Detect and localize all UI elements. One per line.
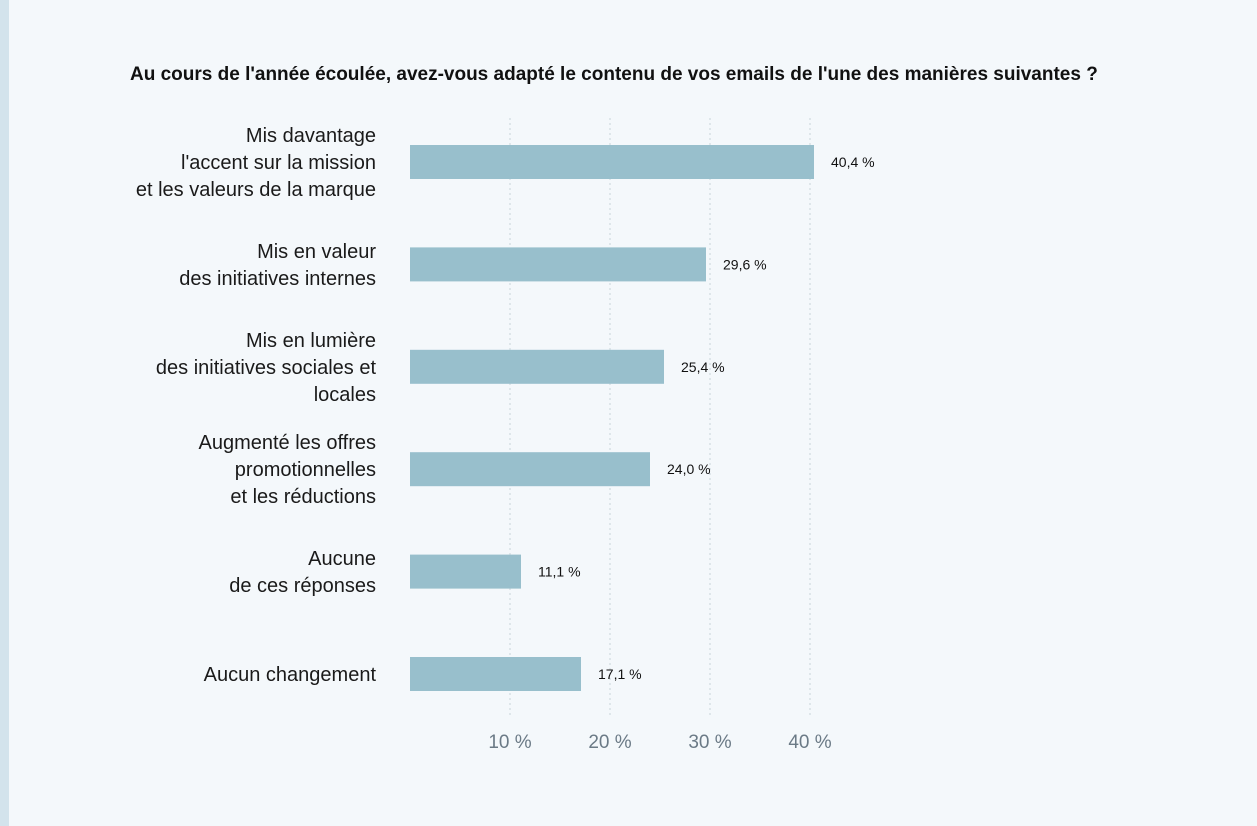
data-label: 25,4 % xyxy=(681,359,725,375)
x-tick-label: 20 % xyxy=(588,732,631,753)
category-label: Augmenté les offres promotionnelles et les… xyxy=(198,432,376,508)
bar xyxy=(410,554,521,589)
x-tick-label: 30 % xyxy=(688,732,731,753)
data-label: 24,0 % xyxy=(667,461,711,477)
left-accent-strip xyxy=(0,0,9,826)
bar xyxy=(410,145,814,179)
x-axis-ticks: 10 % 20 % 30 % 40 % xyxy=(488,732,831,753)
chart-title: Au cours de l'année écoulée, avez-vous a… xyxy=(130,64,1098,85)
category-labels: Mis davantage l'accent sur la mission et l… xyxy=(136,125,377,686)
category-label: Aucune de ces réponses xyxy=(229,548,376,597)
data-label: 11,1 % xyxy=(538,564,581,580)
x-tick-label: 40 % xyxy=(788,732,831,753)
x-tick-label: 10 % xyxy=(488,732,531,753)
category-label: Mis en valeur des initiatives internes xyxy=(179,241,376,290)
value-labels: 40,4 % 29,6 % 25,4 % 24,0 % 11,1 % 17,1 % xyxy=(538,154,875,682)
bar xyxy=(410,452,650,487)
data-label: 17,1 % xyxy=(598,666,642,682)
bar xyxy=(410,657,581,691)
bar xyxy=(410,247,706,282)
bars xyxy=(410,145,814,691)
data-label: 29,6 % xyxy=(723,256,767,272)
category-label: Mis davantage l'accent sur la mission et l… xyxy=(136,125,376,201)
category-label: Mis en lumière des initiatives sociales e… xyxy=(156,330,377,406)
data-label: 40,4 % xyxy=(831,154,875,170)
category-label: Aucun changement xyxy=(204,664,377,686)
bar xyxy=(410,349,664,384)
gridlines xyxy=(509,118,811,718)
